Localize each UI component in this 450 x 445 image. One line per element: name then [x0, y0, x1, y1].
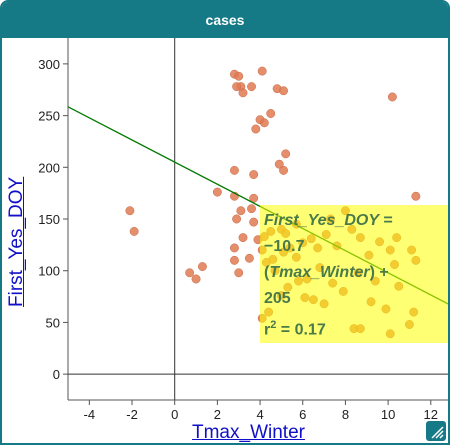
x-tick-label: 0 — [171, 407, 178, 422]
y-tick-label: 50 — [46, 315, 60, 330]
data-point[interactable] — [266, 109, 276, 118]
x-tick-label: 2 — [214, 407, 221, 422]
data-point[interactable] — [251, 124, 261, 134]
x-axis-title[interactable]: Tmax_Winter — [192, 422, 305, 443]
equation-line1: First_Yes_DOY = — [264, 212, 393, 229]
data-point[interactable] — [197, 262, 207, 272]
r2-value: = 0.17 — [276, 321, 326, 339]
x-tick-label: 12 — [424, 407, 438, 422]
x-tick-label: 6 — [299, 407, 306, 422]
data-point[interactable] — [129, 226, 139, 236]
r2-label: r — [264, 321, 271, 339]
y-tick-label: 250 — [38, 109, 60, 124]
y-tick-label: 200 — [38, 160, 60, 175]
data-point[interactable] — [232, 82, 242, 92]
data-point[interactable] — [238, 88, 248, 98]
data-point[interactable] — [247, 204, 256, 214]
y-tick-label: 300 — [38, 57, 60, 72]
data-point[interactable] — [411, 191, 421, 201]
data-point[interactable] — [249, 170, 259, 179]
data-point[interactable] — [249, 217, 259, 227]
data-point[interactable] — [212, 187, 222, 197]
data-point[interactable] — [259, 118, 269, 128]
plot-axes: -4 -2 0 2 4 6 8 10 12 0 50 100 150 200 250 300 — [38, 38, 448, 422]
data-point[interactable] — [387, 92, 397, 102]
equation-plus: ) + — [369, 264, 389, 281]
data-point[interactable] — [230, 243, 239, 253]
data-point[interactable] — [244, 253, 254, 263]
data-point[interactable] — [279, 86, 288, 96]
regression-equation[interactable]: First_Yes_DOY = −10.7 (Tmax_Winter) + 20… — [264, 208, 444, 343]
data-point[interactable] — [247, 82, 256, 92]
equation-x-var: Tmax_Winter — [269, 264, 370, 281]
data-point[interactable] — [236, 206, 246, 216]
data-point[interactable] — [191, 274, 201, 284]
data-point[interactable] — [238, 233, 248, 243]
data-point[interactable] — [257, 66, 267, 76]
equation-highlight — [260, 205, 448, 343]
data-point[interactable] — [281, 149, 291, 159]
x-tick-label: 10 — [381, 407, 395, 422]
x-tick-label: 4 — [256, 407, 263, 422]
data-point[interactable] — [274, 159, 284, 169]
window-title[interactable]: cases — [2, 2, 448, 38]
resize-handle-icon[interactable] — [426, 421, 446, 441]
equation-intercept: 205 — [264, 290, 291, 307]
x-tick-label: -2 — [126, 407, 138, 422]
x-tick-label: -4 — [84, 407, 96, 422]
data-point[interactable] — [232, 214, 242, 224]
y-tick-label: 150 — [38, 212, 60, 227]
y-tick-label: 0 — [53, 367, 60, 382]
data-point[interactable] — [230, 165, 239, 175]
data-point[interactable] — [185, 268, 195, 278]
data-point[interactable] — [234, 268, 244, 278]
data-point[interactable] — [234, 71, 244, 81]
x-tick-label: 8 — [342, 407, 349, 422]
y-axis-title[interactable]: First_Yes_DOY — [6, 176, 27, 307]
equation-slope: −10.7 — [264, 238, 305, 255]
data-point[interactable] — [230, 255, 239, 265]
data-point[interactable] — [279, 165, 288, 175]
r2-superscript: 2 — [270, 319, 277, 331]
data-point[interactable] — [125, 206, 135, 216]
y-tick-label: 100 — [38, 264, 60, 279]
